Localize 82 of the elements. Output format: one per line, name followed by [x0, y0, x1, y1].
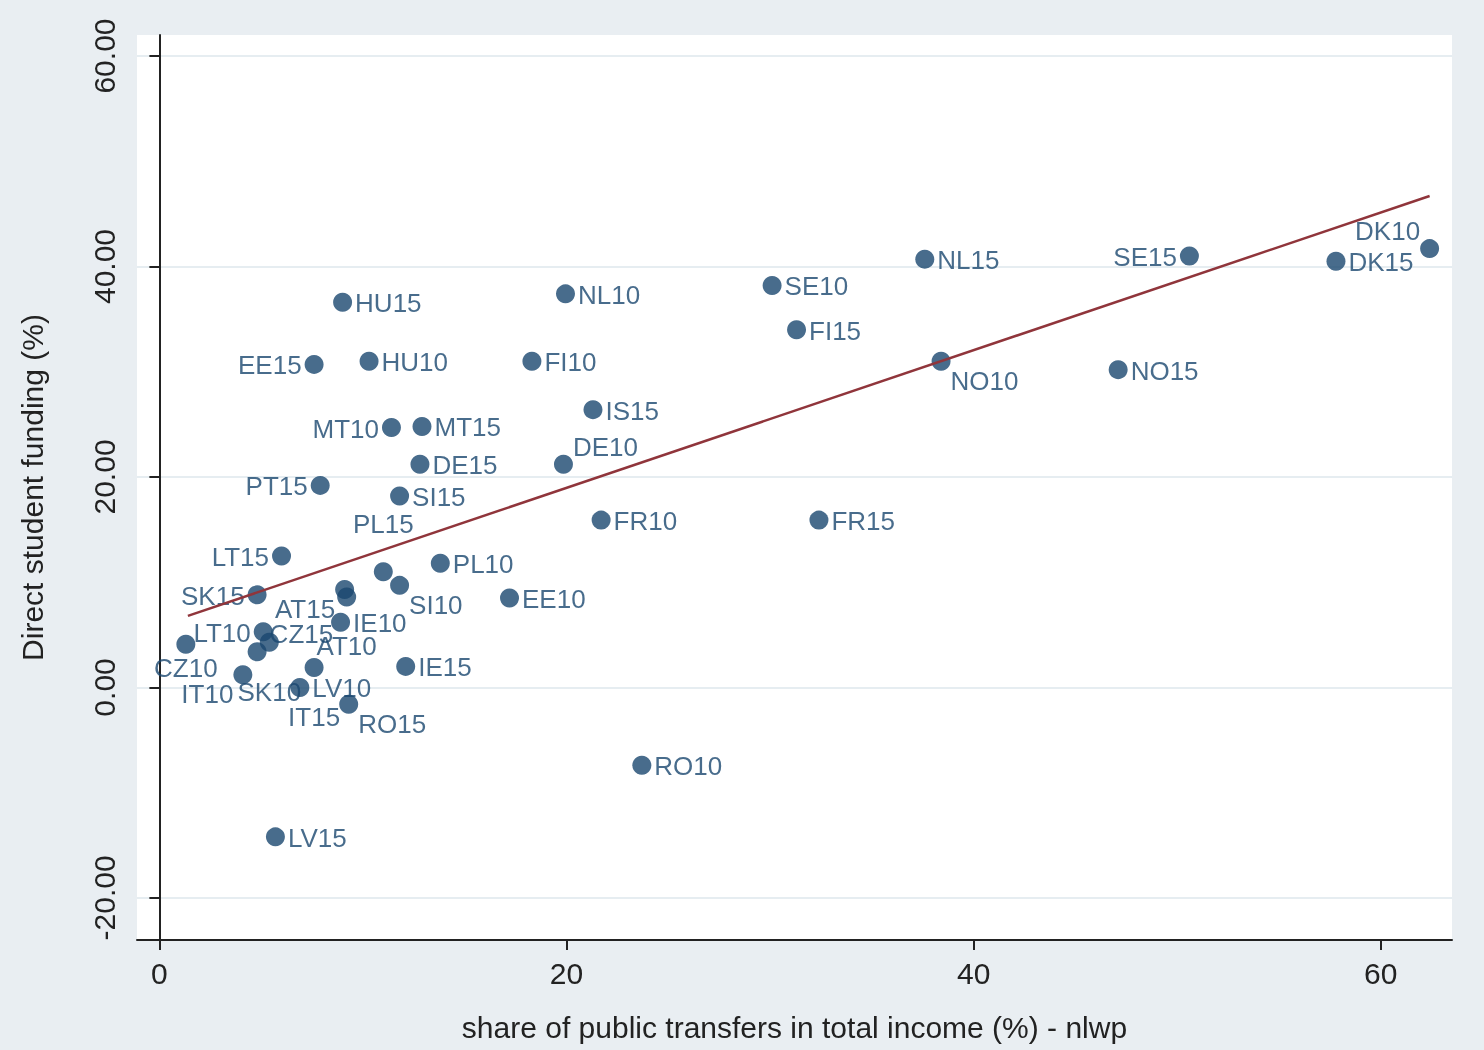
data-label: NO10 — [950, 365, 1019, 396]
data-label: RO15 — [358, 708, 427, 739]
point — [381, 418, 401, 438]
data-label: DK10 — [1355, 216, 1421, 247]
point — [809, 510, 829, 530]
data-label: FR10 — [613, 506, 678, 537]
y-tick-label: 0.00 — [87, 658, 121, 717]
point — [583, 400, 603, 420]
data-label: LT10 — [193, 617, 251, 648]
point — [265, 827, 285, 847]
data-label: MT10 — [312, 413, 379, 444]
data-label: NO15 — [1130, 355, 1199, 386]
point — [762, 275, 782, 295]
data-label: DK15 — [1348, 247, 1414, 278]
x-tick-label: 40 — [956, 956, 991, 990]
point — [390, 486, 410, 506]
data-label: LV10 — [312, 673, 372, 704]
point — [310, 475, 330, 495]
data-label: IT10 — [181, 679, 234, 710]
x-tick-label: 60 — [1364, 956, 1398, 990]
y-tick-label: 60.00 — [87, 18, 121, 94]
data-label: LT15 — [211, 541, 270, 572]
point — [556, 284, 575, 304]
data-label: FR15 — [831, 506, 896, 537]
point — [1108, 360, 1128, 380]
data-label: PT15 — [245, 471, 308, 502]
point — [412, 416, 432, 436]
point — [333, 292, 353, 312]
point — [390, 575, 410, 595]
data-label: SI15 — [412, 481, 466, 512]
point — [1326, 251, 1346, 271]
data-label: DE15 — [432, 450, 498, 481]
point — [272, 546, 292, 566]
data-label: PL10 — [452, 549, 514, 580]
data-label: DE10 — [572, 431, 639, 462]
data-label: SK15 — [181, 580, 245, 611]
y-tick-label: 40.00 — [87, 228, 121, 305]
point — [915, 249, 935, 269]
data-label: IE15 — [418, 652, 472, 683]
point — [787, 320, 807, 340]
point — [1420, 239, 1440, 259]
point — [304, 354, 324, 374]
data-label: FI10 — [544, 347, 597, 378]
point — [304, 657, 324, 677]
data-label: MT15 — [434, 412, 501, 443]
x-tick-label: 20 — [549, 956, 584, 990]
data-label: SE15 — [1113, 241, 1177, 272]
data-label: RO10 — [654, 751, 723, 782]
data-label: SE10 — [784, 271, 849, 302]
data-label: AT15 — [274, 594, 336, 625]
data-label: IT15 — [288, 701, 341, 732]
point — [396, 656, 416, 676]
data-label: HU10 — [381, 347, 449, 378]
point — [176, 634, 196, 654]
point — [373, 562, 393, 582]
x-tick-label: 0 — [151, 956, 168, 990]
data-label: EE10 — [522, 583, 586, 614]
data-label: NL10 — [577, 279, 641, 310]
point — [632, 755, 652, 775]
y-tick-label: 20.00 — [87, 439, 121, 515]
y-tick-label: -20.00 — [87, 855, 121, 941]
y-axis-title: Direct student funding (%) — [15, 314, 49, 661]
data-label: HU15 — [355, 288, 422, 319]
point — [1179, 246, 1199, 266]
point — [410, 454, 430, 474]
point — [247, 642, 267, 662]
data-label: IS15 — [605, 395, 659, 426]
point — [553, 454, 573, 474]
point — [430, 553, 450, 573]
data-label: FI15 — [809, 315, 862, 346]
data-label: SI10 — [409, 589, 463, 620]
point — [591, 510, 611, 530]
point — [337, 587, 357, 607]
data-label: LV15 — [287, 822, 347, 853]
data-label: NL15 — [937, 245, 1000, 276]
point — [522, 351, 542, 371]
data-label: EE15 — [237, 350, 302, 381]
point — [233, 665, 253, 685]
x-axis-title: share of public transfers in total income (%) - nlwp — [461, 1010, 1128, 1044]
point — [500, 588, 520, 608]
point — [359, 351, 379, 371]
data-label: PL15 — [352, 509, 414, 540]
